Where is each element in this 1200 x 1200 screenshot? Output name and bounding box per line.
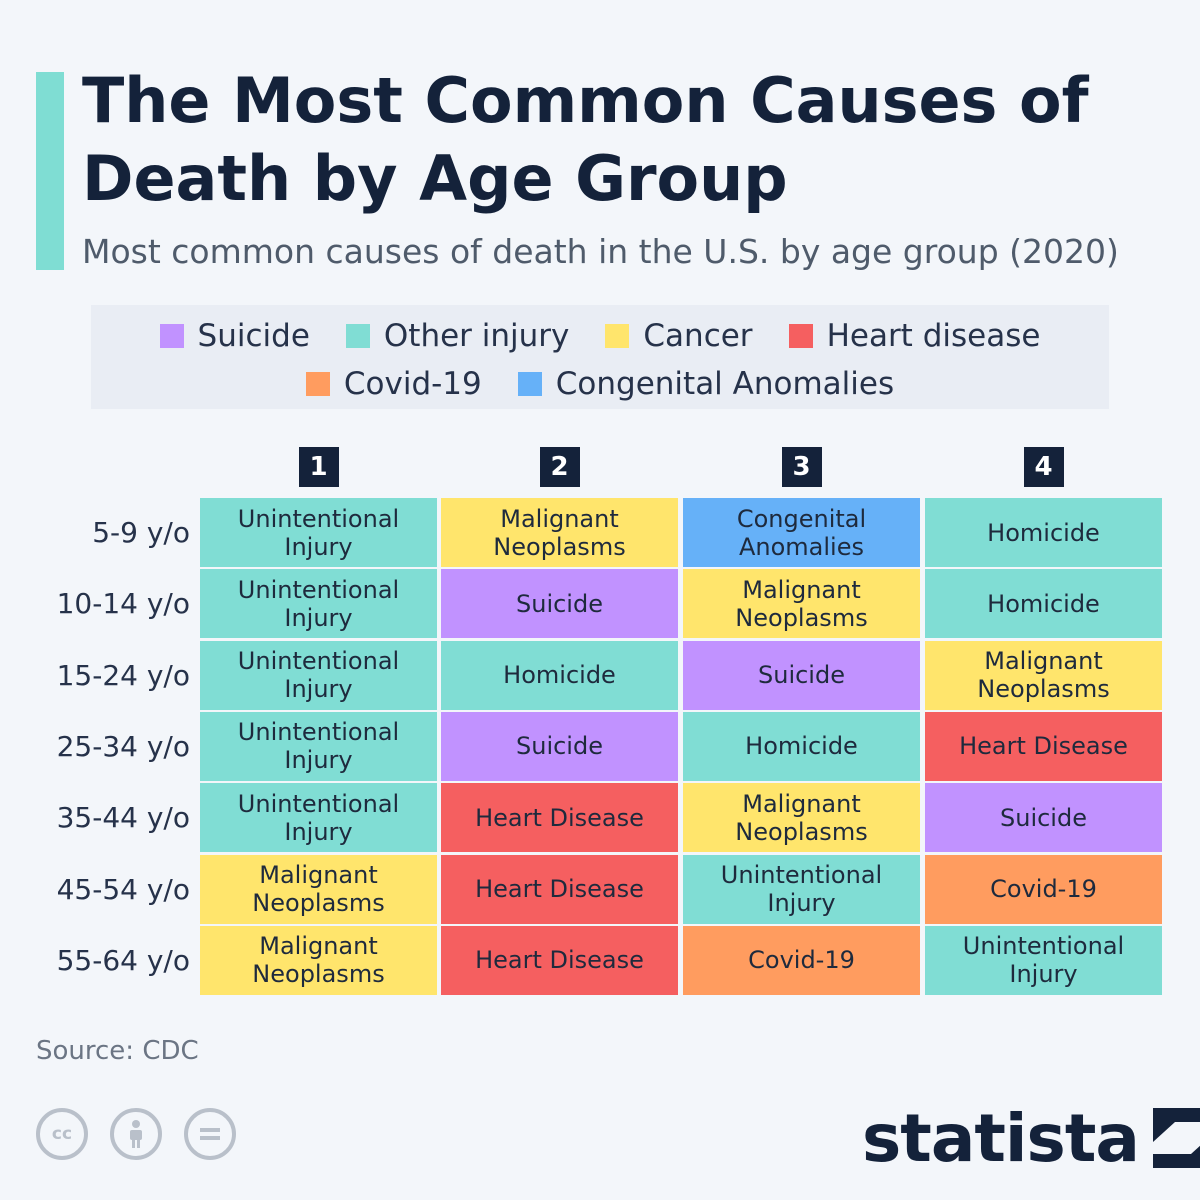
attribution-icon — [110, 1108, 162, 1160]
chart-title: The Most Common Causes of Death by Age G… — [82, 64, 1089, 215]
statista-logo[interactable]: statista — [862, 1098, 1200, 1178]
cause-cell: Malignant Neoplasms — [200, 925, 437, 995]
rank-badge-3: 3 — [781, 447, 822, 487]
age-group-label: 45-54 y/o — [56, 872, 190, 906]
cause-cell: Congenital Anomalies — [683, 498, 920, 567]
cause-cell: Suicide — [441, 711, 678, 781]
cause-cell: Homicide — [925, 498, 1162, 567]
legend: Suicide Other injury Cancer Heart diseas… — [91, 305, 1109, 409]
cause-cell: Heart Disease — [925, 711, 1162, 781]
cause-cell: Heart Disease — [441, 925, 678, 995]
attribution-figure — [130, 1120, 142, 1148]
age-group-label: 10-14 y/o — [56, 587, 190, 621]
legend-item-congenital-anomalies: Congenital Anomalies — [517, 366, 895, 402]
cause-cell: Unintentional Injury — [200, 640, 437, 710]
age-group-label: 55-64 y/o — [56, 943, 190, 977]
legend-item-heart-disease: Heart disease — [788, 318, 1041, 354]
no-derivatives-icon — [184, 1108, 236, 1160]
legend-swatch — [788, 324, 813, 348]
cause-cell: Heart Disease — [441, 783, 678, 853]
legend-swatch — [159, 324, 184, 348]
source-note: Source: CDC — [36, 1036, 199, 1066]
cause-cell: Heart Disease — [441, 854, 678, 924]
cause-cell: Homicide — [925, 569, 1162, 639]
cause-cell: Malignant Neoplasms — [441, 498, 678, 567]
cause-cell: Unintentional Injury — [200, 498, 437, 567]
legend-item-other-injury: Other injury — [345, 318, 570, 354]
cause-cell: Suicide — [441, 569, 678, 639]
legend-label: Covid-19 — [343, 366, 482, 402]
cause-cell: Malignant Neoplasms — [683, 569, 920, 639]
rank-badge-4: 4 — [1023, 447, 1064, 487]
title-accent-bar — [36, 72, 64, 270]
chart-subtitle: Most common causes of death in the U.S. … — [82, 232, 1119, 271]
cause-cell: Unintentional Injury — [683, 854, 920, 924]
cause-cell: Malignant Neoplasms — [925, 640, 1162, 710]
equals-glyph — [200, 1128, 220, 1140]
rank-badge-2: 2 — [539, 447, 580, 487]
cause-cell: Suicide — [925, 783, 1162, 853]
legend-item-cancer: Cancer — [605, 318, 753, 354]
legend-swatch — [345, 324, 370, 348]
legend-item-suicide: Suicide — [159, 318, 310, 354]
cause-cell: Homicide — [683, 711, 920, 781]
statista-logo-icon — [1152, 1108, 1200, 1168]
cause-cell: Covid-19 — [683, 925, 920, 995]
cause-cell: Unintentional Injury — [925, 925, 1162, 995]
legend-item-covid-19: Covid-19 — [305, 366, 482, 402]
legend-swatch — [605, 324, 630, 348]
legend-row: Covid-19 Congenital Anomalies — [91, 361, 1109, 407]
age-group-label: 25-34 y/o — [56, 729, 190, 763]
cause-cell: Unintentional Injury — [200, 783, 437, 853]
legend-swatch — [517, 372, 542, 396]
statista-wordmark: statista — [862, 1099, 1140, 1177]
legend-label: Other injury — [383, 318, 570, 354]
cause-cell: Unintentional Injury — [200, 711, 437, 781]
cause-cell: Malignant Neoplasms — [683, 783, 920, 853]
age-group-label: 15-24 y/o — [56, 658, 190, 692]
rank-badge-1: 1 — [298, 447, 339, 487]
legend-label: Suicide — [197, 318, 310, 354]
creative-commons-icon: cc — [36, 1108, 88, 1160]
legend-label: Cancer — [643, 318, 753, 354]
legend-label: Heart disease — [826, 318, 1041, 354]
cause-cell: Covid-19 — [925, 854, 1162, 924]
legend-swatch — [305, 372, 330, 396]
cause-cell: Homicide — [441, 640, 678, 710]
age-group-label: 5-9 y/o — [92, 516, 190, 549]
cause-cell: Suicide — [683, 640, 920, 710]
cause-cell: Malignant Neoplasms — [200, 854, 437, 924]
legend-row: Suicide Other injury Cancer Heart diseas… — [91, 313, 1109, 359]
legend-label: Congenital Anomalies — [555, 366, 895, 402]
age-group-label: 35-44 y/o — [56, 801, 190, 835]
cause-cell: Unintentional Injury — [200, 569, 437, 639]
